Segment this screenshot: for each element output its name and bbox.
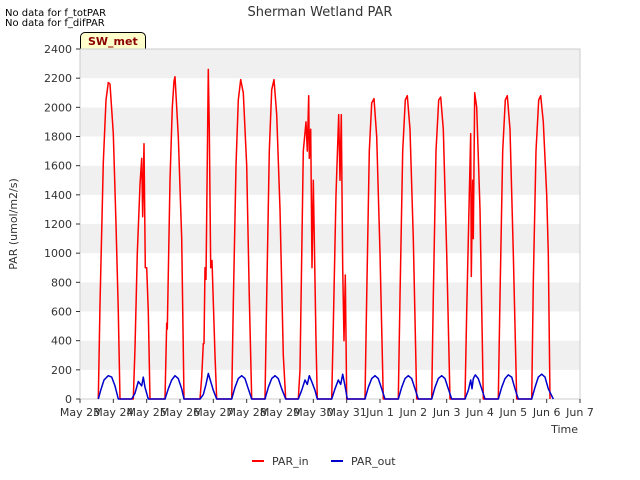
x-tick-label: Jun 3: [432, 406, 461, 419]
no-data-note-totpar: No data for f_totPAR: [5, 8, 107, 19]
y-tick-label: 1800: [44, 131, 72, 144]
grid-band: [80, 136, 580, 166]
y-tick-label: 2400: [44, 43, 72, 56]
grid-band: [80, 78, 580, 108]
grid-band: [80, 49, 580, 79]
x-tick-label: Jun 1: [365, 406, 394, 419]
series-line-par-in: [97, 68, 551, 400]
y-tick-label: 800: [51, 276, 72, 289]
x-tick-label: May 25: [127, 406, 167, 419]
grid-band: [80, 340, 580, 370]
grid-band: [80, 107, 580, 137]
y-axis: 0 200 400 600 800 1000 1200 1400 1600 1800 2000 220…: [44, 43, 80, 406]
x-axis-label: Time: [550, 423, 578, 436]
grid-band: [80, 224, 580, 254]
grid-band: [80, 311, 580, 341]
x-tick-label: May 29: [260, 406, 300, 419]
grid-band: [80, 165, 580, 195]
legend: PAR_in PAR_out: [252, 455, 396, 468]
x-tick-label: May 24: [93, 406, 133, 419]
chart-title: Sherman Wetland PAR: [248, 5, 393, 20]
y-axis-label: PAR (umol/m2/s): [7, 178, 20, 270]
y-tick-label: 1000: [44, 247, 72, 260]
y-tick-label: 400: [51, 335, 72, 348]
y-tick-label: 0: [65, 393, 72, 406]
series-line-par-out: [97, 372, 554, 400]
y-tick-label: 1600: [44, 160, 72, 173]
x-tick-label: Jun 7: [565, 406, 594, 419]
grid-band: [80, 194, 580, 224]
grid-bands: [80, 49, 580, 399]
y-tick-label: 1200: [44, 218, 72, 231]
x-tick-label: May 30: [293, 406, 333, 419]
y-tick-label: 200: [51, 364, 72, 377]
x-tick-label: May 27: [193, 406, 233, 419]
x-tick-label: May 23: [60, 406, 100, 419]
grid-band: [80, 282, 580, 312]
x-tick-label: Jun 2: [398, 406, 427, 419]
x-tick-label: Jun 6: [532, 406, 561, 419]
x-tick-label: May 31: [327, 406, 367, 419]
no-data-note-difpar: No data for f_difPAR: [5, 18, 105, 29]
legend-label: PAR_in: [272, 455, 309, 468]
y-tick-label: 600: [51, 306, 72, 319]
x-tick-label: Jun 4: [465, 406, 494, 419]
y-tick-label: 2000: [44, 101, 72, 114]
x-tick-label: May 28: [227, 406, 267, 419]
legend-label: PAR_out: [351, 455, 396, 468]
grid-band: [80, 253, 580, 283]
y-tick-label: 1400: [44, 189, 72, 202]
grid-band: [80, 369, 580, 399]
x-tick-label: May 26: [160, 406, 200, 419]
series-layer: [97, 68, 554, 400]
y-tick-label: 2200: [44, 72, 72, 85]
x-tick-label: Jun 5: [498, 406, 527, 419]
